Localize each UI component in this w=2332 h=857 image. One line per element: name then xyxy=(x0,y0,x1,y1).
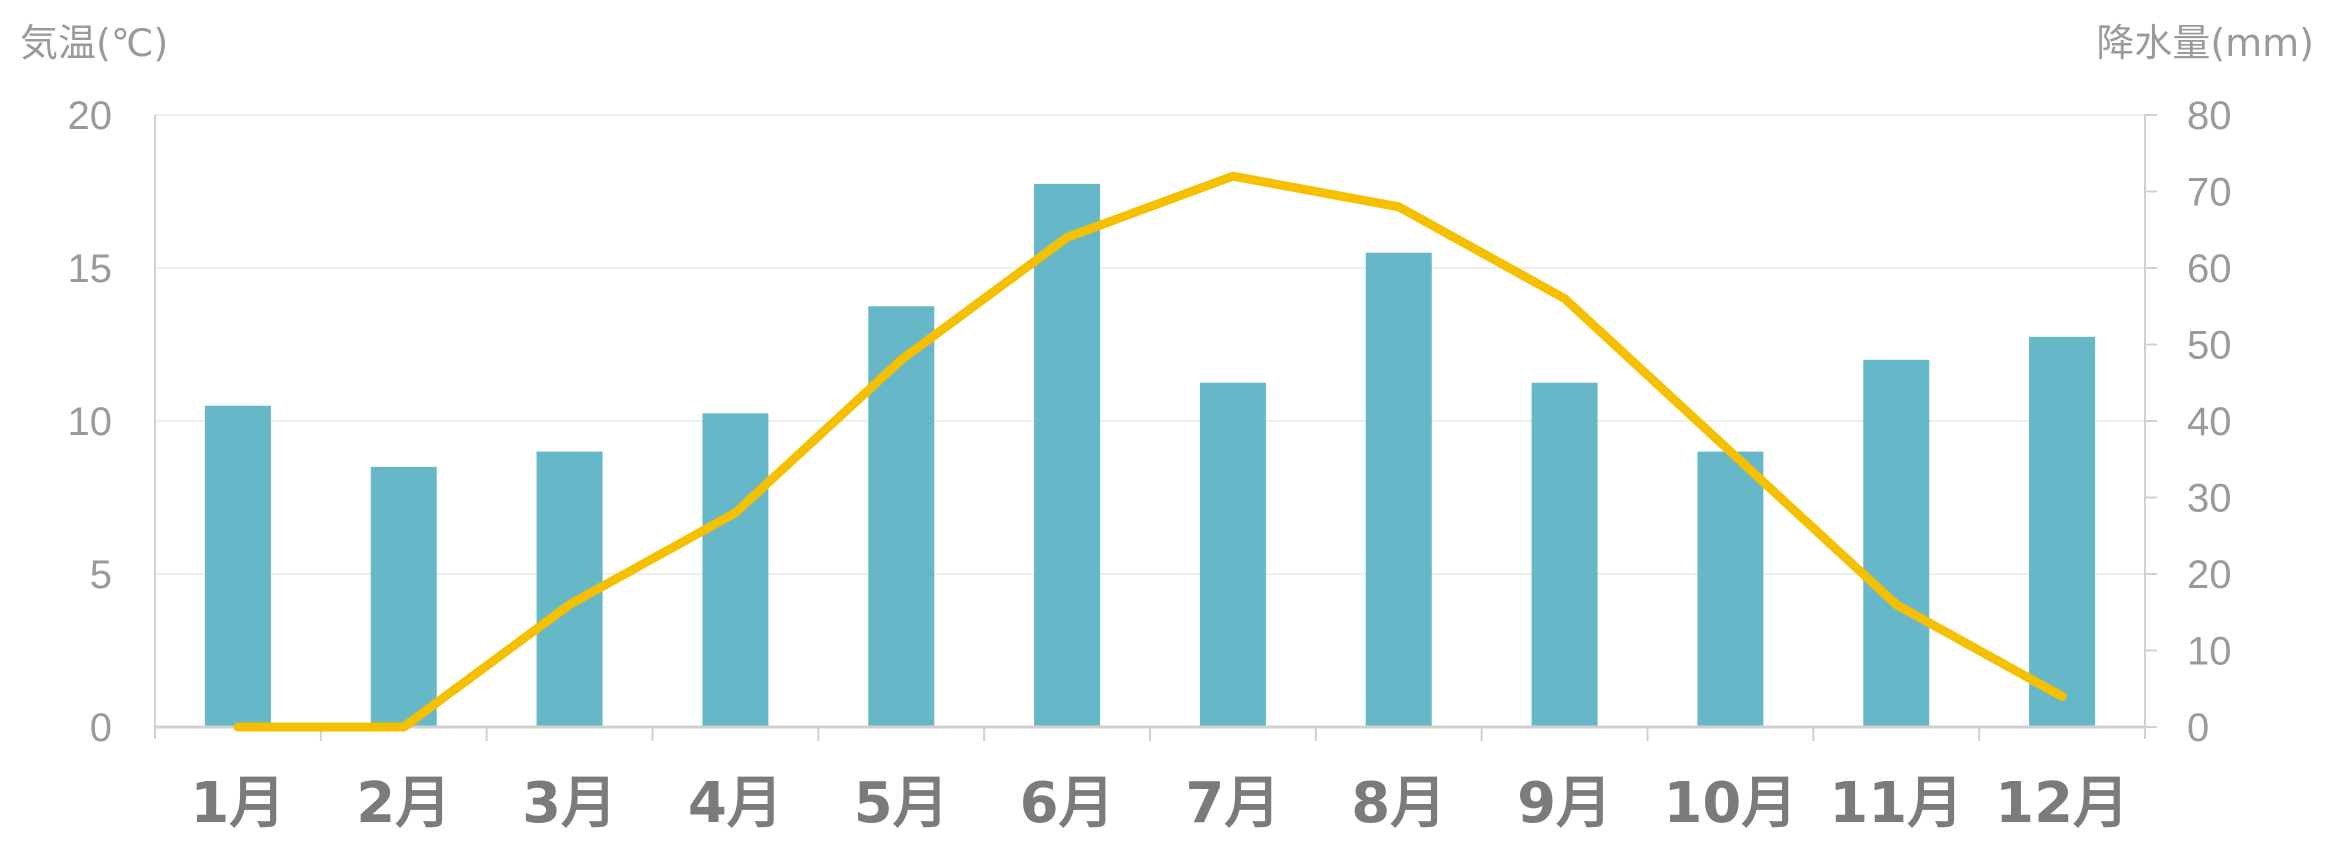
right-axis-unit-label: 降水量(mm) xyxy=(2096,21,2314,65)
left-y-tick-label: 0 xyxy=(90,706,112,750)
precipitation-bar xyxy=(204,405,271,727)
precipitation-bar xyxy=(2029,336,2096,727)
x-tick-label: 4月 xyxy=(688,771,783,836)
gridlines xyxy=(155,114,2145,575)
temperature-line-series xyxy=(233,171,2067,732)
right-y-tick-label: 60 xyxy=(2187,247,2232,291)
right-y-tick-label: 0 xyxy=(2187,706,2209,750)
left-y-tick-label: 10 xyxy=(68,400,113,444)
precipitation-bar xyxy=(1863,359,1930,727)
precipitation-bar xyxy=(868,306,935,727)
axes xyxy=(154,114,2157,741)
precipitation-bar xyxy=(1365,252,1432,727)
right-y-tick-label: 70 xyxy=(2187,171,2232,215)
x-tick-label: 9月 xyxy=(1517,771,1612,836)
precipitation-bar xyxy=(1697,451,1764,727)
left-axis-unit-label: 気温(℃) xyxy=(20,21,168,65)
precipitation-bar xyxy=(370,466,437,727)
x-tick-label: 11月 xyxy=(1829,771,1963,836)
x-tick-label: 8月 xyxy=(1351,771,1446,836)
right-y-tick-label: 80 xyxy=(2187,94,2232,138)
precipitation-bars xyxy=(204,183,2096,728)
right-y-tick-label: 10 xyxy=(2187,630,2232,674)
x-tick-label: 10月 xyxy=(1663,771,1797,836)
left-y-tick-label: 15 xyxy=(68,247,113,291)
left-y-tick-label: 5 xyxy=(90,553,112,597)
x-tick-label: 12月 xyxy=(1995,771,2129,836)
x-tick-label: 3月 xyxy=(522,771,617,836)
x-tick-label: 7月 xyxy=(1185,771,1280,836)
x-tick-label: 1月 xyxy=(190,771,285,836)
x-tick-label: 2月 xyxy=(356,771,451,836)
precipitation-bar xyxy=(1531,382,1598,727)
tick-labels: 0 5 10 15 20 0 10 20 30 40 50 60 70 80 1月 2月 3月 4月 5月 6月 7月 8… xyxy=(68,94,2232,836)
x-tick-label: 5月 xyxy=(854,771,949,836)
precipitation-bar xyxy=(1199,382,1266,727)
precipitation-bar xyxy=(1034,183,1101,728)
right-y-tick-label: 40 xyxy=(2187,400,2232,444)
precipitation-bar xyxy=(702,413,769,727)
temperature-line xyxy=(233,171,2067,732)
left-y-tick-label: 20 xyxy=(68,94,113,138)
right-y-tick-label: 20 xyxy=(2187,553,2232,597)
right-y-tick-label: 30 xyxy=(2187,477,2232,521)
right-y-tick-label: 50 xyxy=(2187,324,2232,368)
x-tick-label: 6月 xyxy=(1020,771,1115,836)
